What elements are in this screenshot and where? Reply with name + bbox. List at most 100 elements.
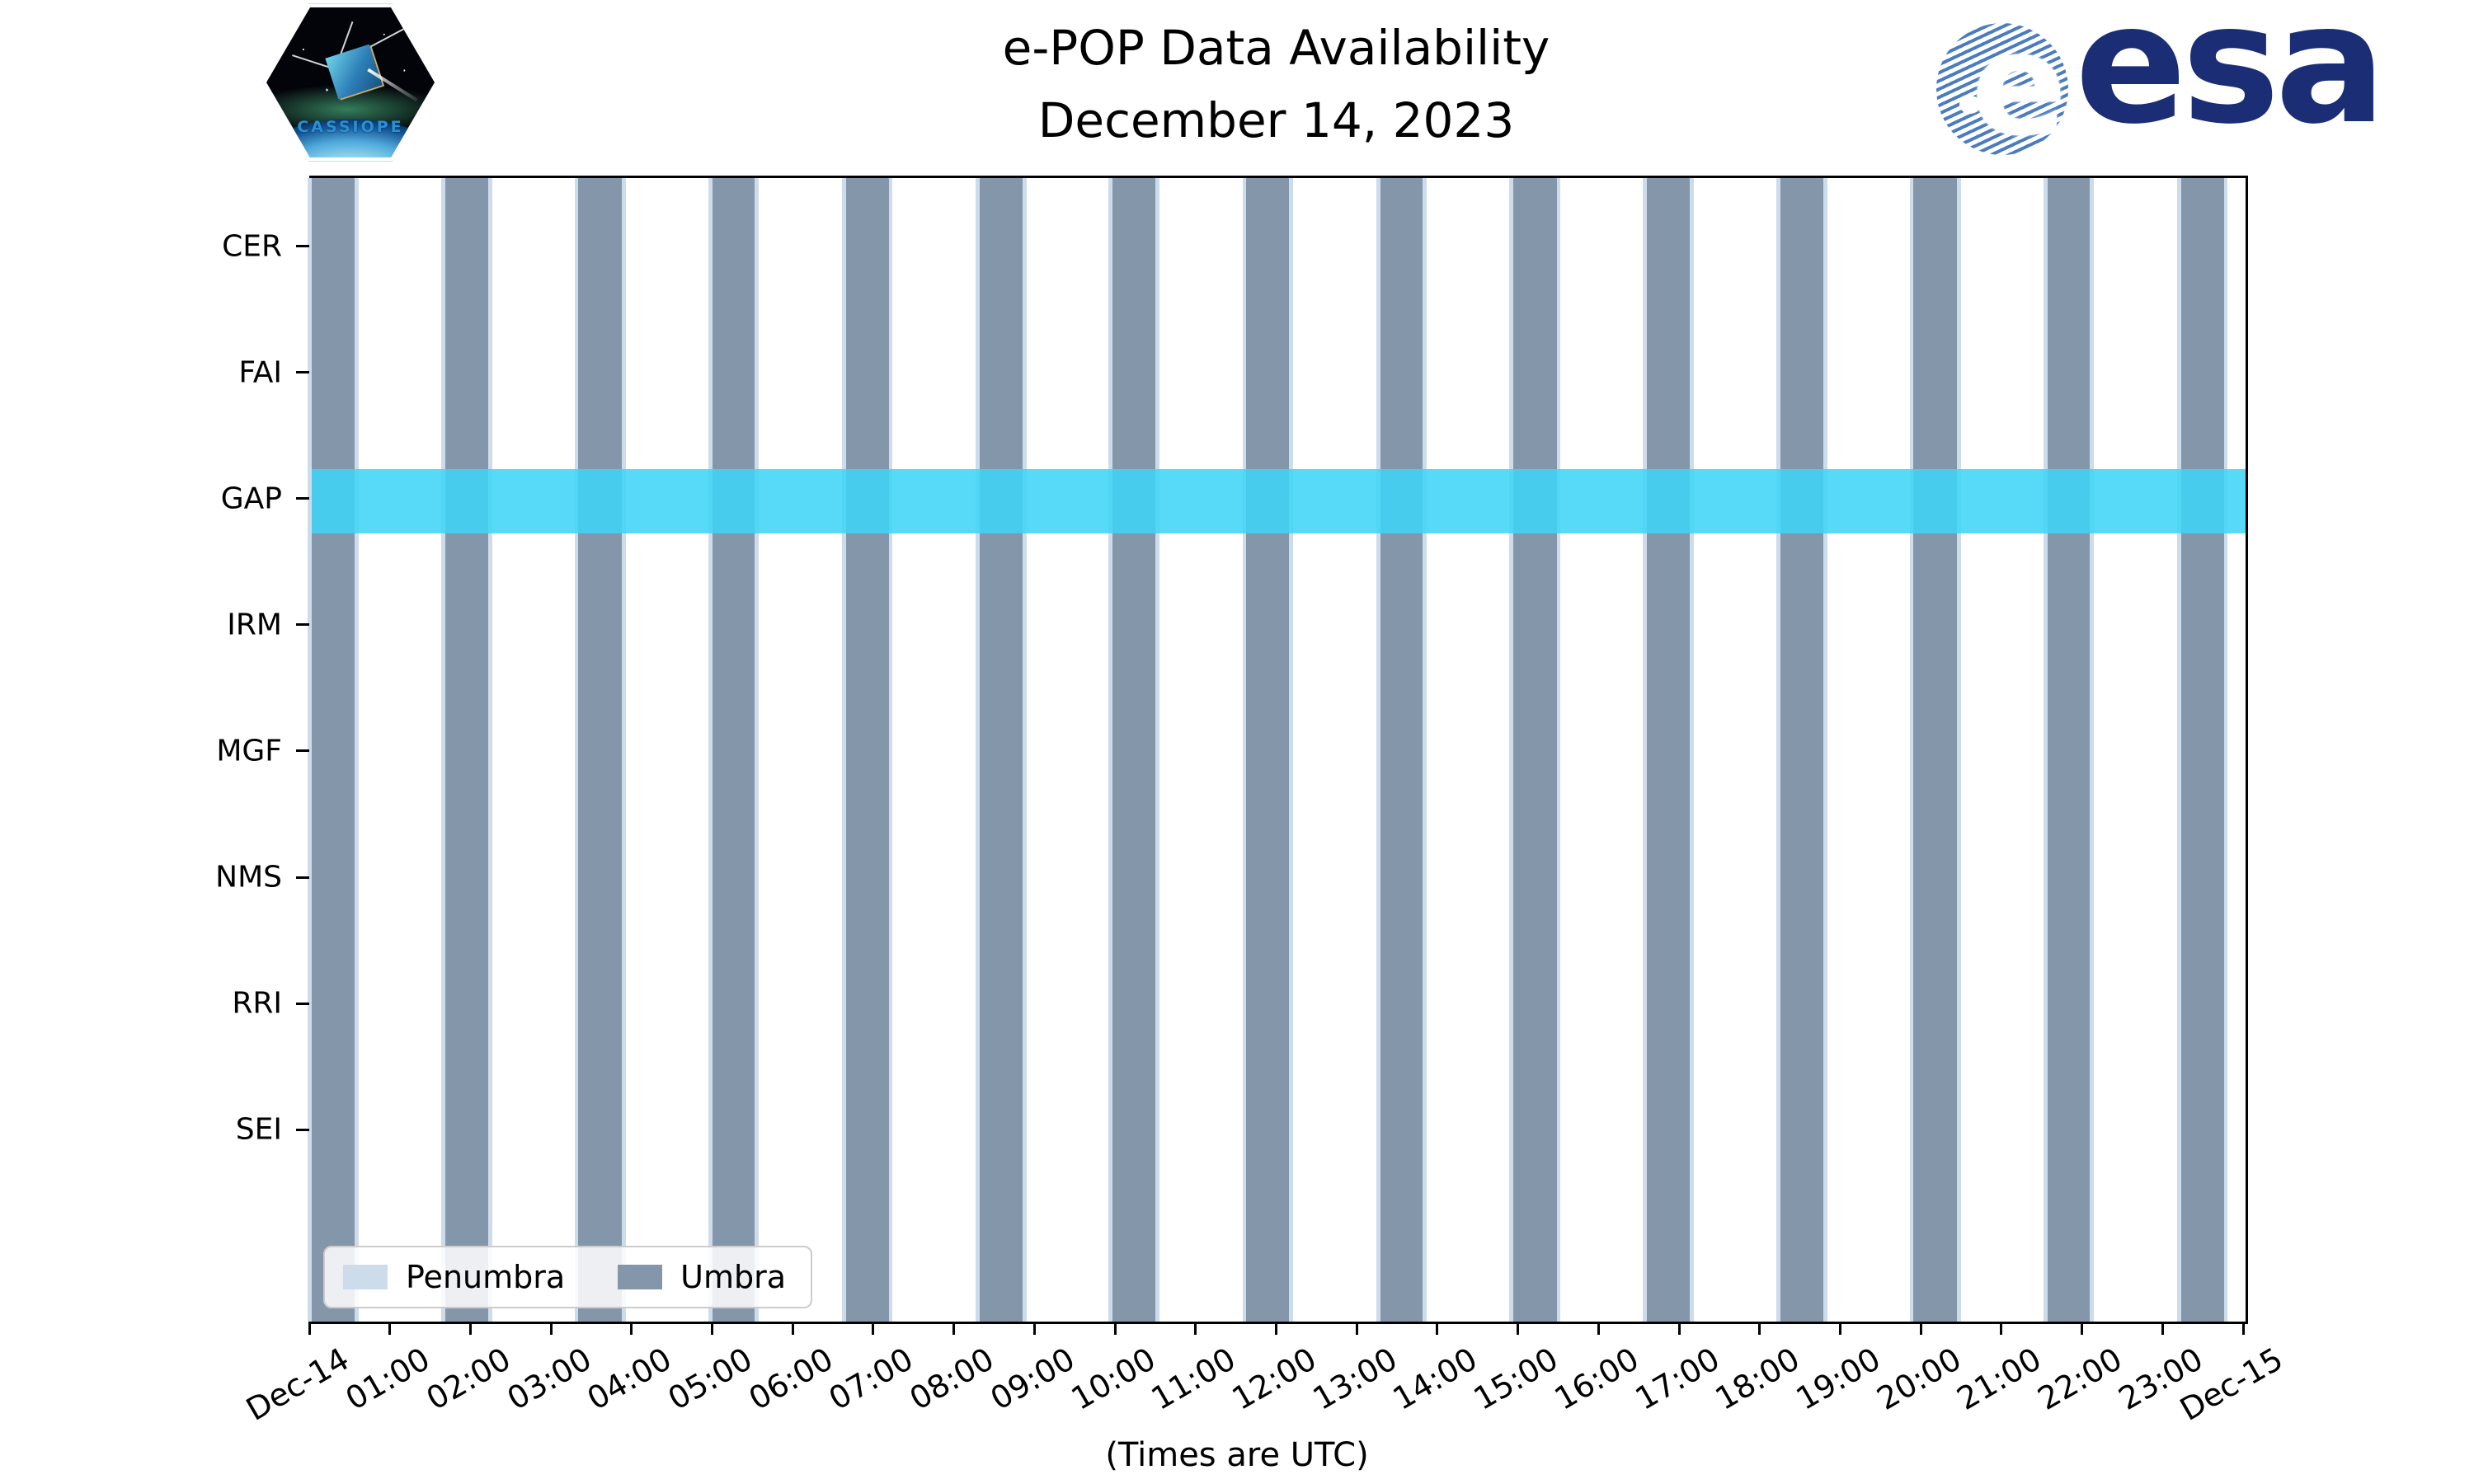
- umbra-bar: [1780, 178, 1823, 1322]
- x-tick-mark: [1838, 1322, 1841, 1335]
- legend: Penumbra Umbra: [323, 1246, 813, 1308]
- plot-area: Penumbra Umbra: [308, 176, 2248, 1324]
- y-tick-label-gap: GAP: [220, 481, 282, 516]
- x-tick-label: 18:00: [1709, 1341, 1806, 1417]
- y-tick-mark: [296, 1128, 309, 1131]
- x-tick-label: 15:00: [1467, 1341, 1564, 1417]
- esa-wordmark: esa: [2075, 0, 2387, 161]
- esa-globe-letter: e: [1971, 2, 2067, 167]
- chart-subtitle: December 14, 2023: [1037, 92, 1515, 148]
- x-tick-mark: [2081, 1322, 2084, 1335]
- penumbra-bar: [308, 178, 312, 1322]
- y-tick-mark: [296, 497, 309, 500]
- umbra-bar: [578, 178, 623, 1322]
- umbra-bar: [2047, 178, 2091, 1322]
- x-tick-mark: [711, 1322, 714, 1335]
- penumbra-bar: [1376, 178, 1380, 1322]
- penumbra-bar: [976, 178, 980, 1322]
- penumbra-bar: [441, 178, 446, 1322]
- penumbra-bar: [487, 178, 492, 1322]
- x-tick-label: 05:00: [661, 1341, 759, 1417]
- x-tick-mark: [1919, 1322, 1922, 1335]
- legend-label-umbra: Umbra: [680, 1259, 787, 1295]
- penumbra-bar: [1909, 178, 1914, 1322]
- x-tick-mark: [1517, 1322, 1520, 1335]
- umbra-bar: [845, 178, 889, 1322]
- x-tick-label: 07:00: [823, 1341, 920, 1417]
- penumbra-bar: [1556, 178, 1561, 1322]
- x-tick-label: 04:00: [581, 1341, 678, 1417]
- legend-label-penumbra: Penumbra: [406, 1259, 566, 1295]
- penumbra-bar: [2043, 178, 2048, 1322]
- legend-swatch-penumbra: [343, 1265, 388, 1289]
- umbra-bar: [1380, 178, 1423, 1322]
- umbra-bar: [1246, 178, 1290, 1322]
- cassiope-mission-patch: CASSIOPE: [262, 3, 439, 162]
- penumbra-bar: [2223, 178, 2228, 1322]
- y-tick-mark: [296, 371, 309, 374]
- penumbra-bar: [1643, 178, 1648, 1322]
- penumbra-bar: [1108, 178, 1113, 1322]
- penumbra-bar: [841, 178, 846, 1322]
- penumbra-bar: [1957, 178, 1962, 1322]
- penumbra-bar: [755, 178, 760, 1322]
- y-tick-label-sei: SEI: [235, 1112, 282, 1147]
- x-tick-mark: [1113, 1322, 1117, 1335]
- x-tick-label: 06:00: [742, 1341, 840, 1417]
- umbra-bar: [312, 178, 355, 1322]
- y-tick-label-mgf: MGF: [216, 734, 282, 768]
- esa-logo: e esa: [1936, 0, 2387, 163]
- legend-swatch-umbra: [618, 1265, 663, 1289]
- penumbra-bar: [1508, 178, 1513, 1322]
- penumbra-bar: [1689, 178, 1694, 1322]
- x-tick-mark: [1677, 1322, 1681, 1335]
- x-tick-label: 10:00: [1065, 1341, 1162, 1417]
- esa-globe-dot-icon: [1959, 96, 1981, 114]
- y-tick-mark: [296, 245, 309, 248]
- penumbra-bar: [354, 178, 359, 1322]
- y-tick-label-rri: RRI: [232, 986, 282, 1021]
- penumbra-bar: [888, 178, 893, 1322]
- x-tick-mark: [468, 1322, 472, 1335]
- x-tick-label: 09:00: [984, 1341, 1081, 1417]
- x-tick-label: 20:00: [1870, 1341, 1968, 1417]
- penumbra-bar: [1776, 178, 1781, 1322]
- chart-title: e-POP Data Availability: [1002, 20, 1550, 76]
- x-tick-label: 14:00: [1387, 1341, 1484, 1417]
- availability-band-gap: [312, 468, 2246, 533]
- x-tick-label: 08:00: [903, 1341, 1000, 1417]
- x-tick-mark: [791, 1322, 794, 1335]
- umbra-bar: [1512, 178, 1557, 1322]
- x-tick-mark: [388, 1322, 392, 1335]
- x-tick-mark: [1275, 1322, 1277, 1335]
- x-tick-label: 03:00: [501, 1341, 598, 1417]
- penumbra-bar: [1289, 178, 1294, 1322]
- penumbra-bar: [1022, 178, 1027, 1322]
- umbra-bar: [445, 178, 488, 1322]
- x-tick-mark: [1032, 1322, 1036, 1335]
- penumbra-bar: [1242, 178, 1247, 1322]
- umbra-penumbra-layer: [308, 178, 2246, 1322]
- x-tick-mark: [1758, 1322, 1761, 1335]
- x-tick-mark: [1194, 1322, 1197, 1335]
- y-tick-mark: [296, 1002, 309, 1005]
- y-tick-label-cer: CER: [222, 229, 282, 264]
- x-tick-label: 21:00: [1951, 1341, 2048, 1417]
- x-tick-label: 12:00: [1225, 1341, 1323, 1417]
- x-tick-mark: [2161, 1322, 2164, 1335]
- x-tick-mark: [2241, 1322, 2245, 1335]
- x-tick-label: 01:00: [339, 1341, 436, 1417]
- chart-title-block: e-POP Data Availability December 14, 202…: [309, 12, 2243, 157]
- penumbra-bar: [1423, 178, 1427, 1322]
- x-tick-mark: [549, 1322, 553, 1335]
- penumbra-bar: [708, 178, 713, 1322]
- x-tick-mark: [2000, 1322, 2003, 1335]
- legend-entry-umbra: Umbra: [618, 1259, 786, 1295]
- x-tick-label: 13:00: [1306, 1341, 1404, 1417]
- umbra-bar: [1913, 178, 1958, 1322]
- umbra-bar: [1112, 178, 1155, 1322]
- y-tick-label-nms: NMS: [215, 860, 282, 895]
- y-tick-mark: [296, 623, 309, 627]
- y-tick-label-irm: IRM: [227, 608, 282, 642]
